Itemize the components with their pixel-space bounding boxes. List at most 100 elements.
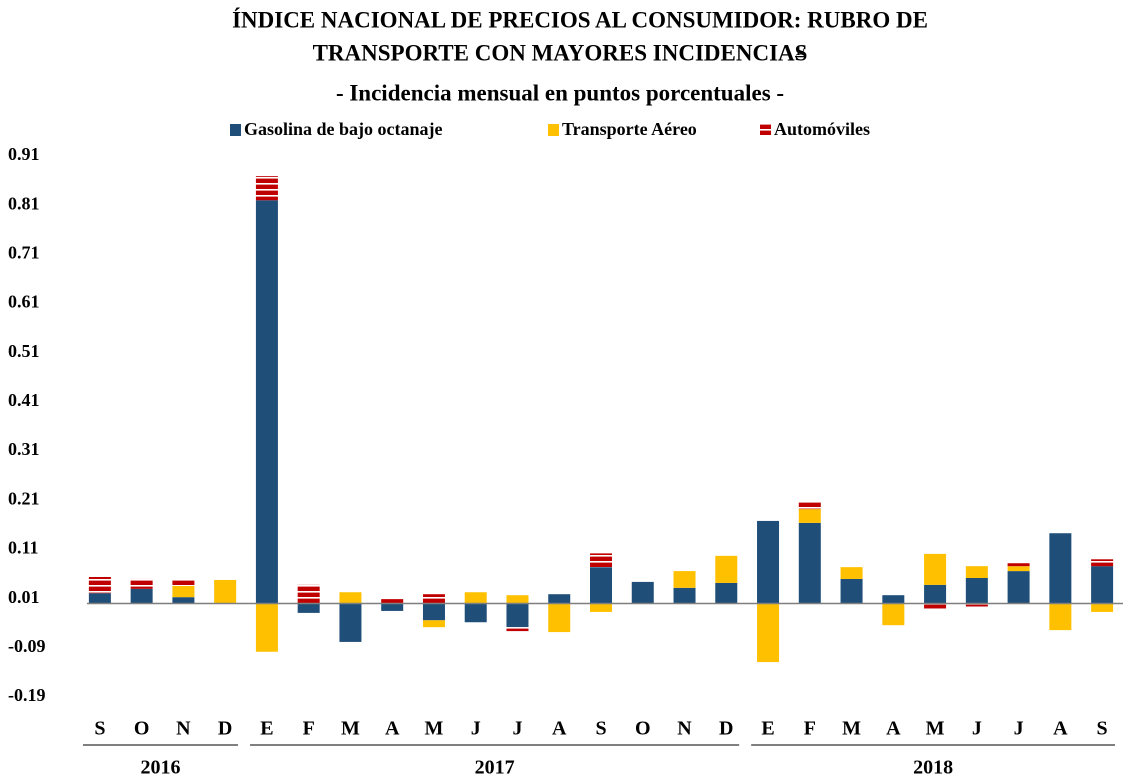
chart-title: ÍNDICE NACIONAL DE PRECIOS AL CONSUMIDOR…	[232, 7, 928, 32]
y-tick-label: 0.21	[8, 488, 40, 508]
bar-segment	[631, 581, 654, 604]
y-tick-label: -0.09	[8, 636, 46, 656]
y-tick-label: -0.19	[8, 685, 46, 705]
bar-segment	[715, 582, 738, 604]
bar-segment	[130, 588, 153, 604]
x-tick-label: J	[512, 718, 522, 740]
y-tick-label: 0.31	[8, 439, 40, 459]
y-tick-label: 0.51	[8, 341, 40, 361]
bar-segment	[1091, 603, 1114, 612]
bar-segment	[548, 603, 571, 633]
year-label: 2016	[141, 757, 181, 779]
x-tick-label: N	[677, 718, 692, 740]
bar-segment	[757, 520, 780, 604]
bar-segment	[924, 553, 947, 585]
chart-title: TRANSPORTE CON MAYORES INCIDENCIAS	[313, 40, 808, 65]
y-tick-label: 0.41	[8, 390, 40, 410]
x-tick-label: D	[218, 718, 232, 740]
legend-label: Gasolina de bajo octanaje	[244, 119, 443, 139]
x-tick-label: F	[804, 718, 816, 740]
bar-segment	[840, 567, 863, 579]
bar-segment	[673, 587, 696, 604]
bar-segment	[214, 579, 237, 604]
bar-segment	[924, 603, 947, 609]
x-tick-label: N	[176, 718, 191, 740]
bar-segment	[172, 585, 195, 598]
x-tick-label: M	[842, 718, 861, 740]
bar-segment	[882, 595, 905, 604]
bar-segment	[798, 501, 821, 510]
x-tick-label: M	[926, 718, 945, 740]
x-tick-label: F	[303, 718, 315, 740]
x-tick-label: S	[595, 718, 606, 740]
bar-segment	[965, 603, 988, 607]
x-tick-label: O	[134, 718, 150, 740]
bar-segment	[422, 620, 445, 628]
x-tick-label: J	[972, 718, 982, 740]
y-tick-label: 0.11	[8, 538, 39, 558]
bar-segment	[255, 200, 278, 604]
bar-segment	[673, 571, 696, 588]
bar-segment	[590, 603, 612, 612]
bar-segment	[590, 567, 612, 604]
x-tick-label: O	[635, 718, 651, 740]
bar-segment	[381, 599, 404, 604]
x-tick-label: J	[1014, 718, 1024, 740]
bar-segment	[339, 603, 362, 642]
bar-segment	[297, 603, 320, 613]
bar-segment	[339, 592, 362, 604]
legend-swatch	[230, 124, 241, 136]
chart-subtitle: - Incidencia mensual en puntos porcentua…	[336, 80, 784, 105]
bar-segment	[88, 593, 111, 604]
bar-segment	[882, 603, 905, 626]
x-tick-label: A	[385, 718, 400, 740]
bar-segment	[965, 566, 988, 578]
bar-segment	[130, 578, 153, 589]
bar-segment	[840, 578, 863, 604]
y-tick-label: 0.71	[8, 242, 40, 262]
bar-segment	[506, 627, 529, 632]
bar-segment	[1091, 566, 1114, 604]
bar-segment	[1007, 571, 1030, 604]
year-label: 2017	[475, 757, 515, 779]
year-label: 2018	[913, 757, 953, 779]
bar-segment	[924, 584, 947, 604]
legend-label: Transporte Aéreo	[562, 119, 697, 139]
bar-segment	[590, 553, 612, 568]
y-tick-label: 0.91	[8, 144, 40, 164]
bar-segment	[1049, 533, 1072, 604]
bar-segment	[1007, 566, 1030, 572]
x-tick-label: E	[260, 718, 273, 740]
x-tick-label: D	[719, 718, 733, 740]
bar-segment	[88, 576, 111, 594]
x-tick-label: J	[471, 718, 481, 740]
bar-segment	[464, 603, 487, 623]
legend-swatch	[548, 124, 559, 136]
x-tick-label: S	[94, 718, 105, 740]
bar-segment	[422, 603, 445, 621]
bar-segment	[1091, 559, 1114, 567]
bar-segment	[757, 603, 780, 663]
bar-segment	[798, 522, 821, 604]
bar-segment	[464, 592, 487, 604]
x-tick-label: A	[886, 718, 901, 740]
bar-segment	[1049, 603, 1072, 631]
bar-segment	[172, 597, 195, 604]
bar-segment	[255, 176, 278, 201]
x-tick-label: E	[761, 718, 774, 740]
bar-segment	[422, 594, 445, 604]
bar-segment	[548, 594, 571, 604]
bar-segment	[715, 555, 738, 583]
legend-swatch	[760, 124, 771, 136]
y-tick-label: 0.01	[8, 587, 40, 607]
bar-segment	[1007, 563, 1030, 567]
x-tick-label: M	[341, 718, 360, 740]
title-note: 1/	[795, 43, 806, 58]
y-tick-label: 0.61	[8, 292, 40, 312]
x-tick-label: S	[1097, 718, 1108, 740]
bar-segment	[297, 584, 320, 604]
bar-segment	[255, 603, 278, 652]
legend: Gasolina de bajo octanaje Transporte Aére…	[230, 119, 870, 139]
bar-segment	[798, 509, 821, 523]
